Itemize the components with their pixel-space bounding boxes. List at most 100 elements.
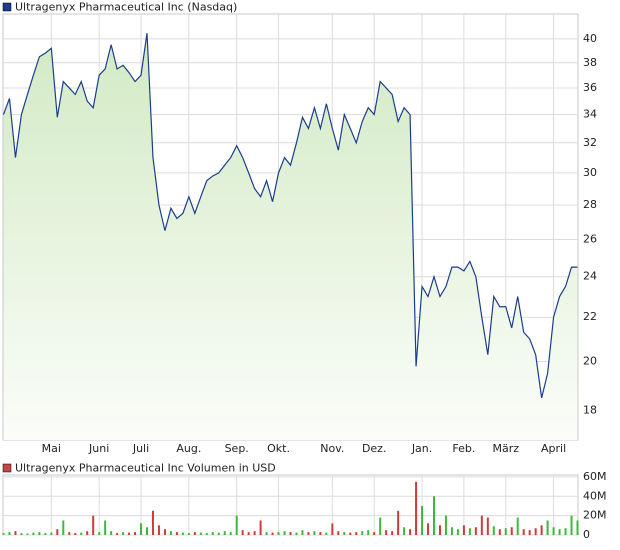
volume-bar [277,532,280,535]
chart-title: Ultragenyx Pharmaceutical Inc Volumen in… [15,462,276,475]
volume-bar [110,531,113,535]
volume-bar [540,525,543,535]
volume-bar [98,532,101,535]
volume-bar [385,530,388,535]
volume-bar [486,517,489,535]
volume-bar [510,527,513,535]
volume-bar [74,533,77,535]
volume-bar [319,532,322,535]
volume-bar [474,527,477,535]
volume-bar [498,529,501,535]
volume-bar [223,531,226,535]
y-tick-label: 38 [583,56,597,69]
volume-bar [433,496,435,535]
x-tick-label: Juni [88,442,109,455]
volume-bar [534,528,537,535]
volume-bar [313,531,316,535]
volume-bar [552,527,555,535]
volume-bar [361,531,364,535]
y-tick-label: 28 [583,198,597,211]
volume-bar [427,523,430,535]
y-tick-label: 40M [583,489,607,502]
x-tick-label: Dez. [362,442,387,455]
y-tick-label: 60M [583,470,607,483]
y-tick-label: 34 [583,108,597,121]
volume-bar [205,533,208,535]
volume-bar [397,510,400,535]
volume-bar [438,525,441,535]
x-tick-label: Mai [42,442,61,455]
volume-bar [68,532,71,535]
volume-bar [331,523,334,535]
volume-bar [181,532,184,535]
volume-bar [301,530,304,535]
volume-bar [122,532,125,535]
area-fill [3,33,578,440]
volume-bar [32,532,35,535]
volume-bar [343,532,346,535]
volume-bar [62,520,65,535]
price-line [2,33,578,399]
volume-bar [38,532,41,535]
plot-area [2,474,579,536]
x-tick-label: April [541,442,566,455]
volume-bar [349,532,352,535]
volume-bar [456,529,459,535]
volume-bar [163,529,166,535]
volume-bar [480,515,483,535]
volume-bar [415,481,418,535]
volume-bar [128,532,131,535]
volume-bar [217,532,220,535]
x-tick-label: Feb. [452,442,475,455]
volume-bar [558,529,561,535]
volume-bar [421,505,424,535]
x-tick-label: Sep. [225,442,249,455]
y-tick-label: 36 [583,81,597,94]
volume-bar [169,531,172,535]
volume-bar [337,531,340,535]
volume-bar [373,532,376,535]
volume-bar [516,517,519,535]
volume-bar [504,528,507,535]
x-tick-label: Nov. [320,442,344,455]
y-tick-label: 24 [583,270,597,283]
legend-swatch [2,2,12,12]
chart-title: Ultragenyx Pharmaceutical Inc (Nasdaq) [15,1,237,14]
volume-bar [492,526,495,535]
volume-bar [229,532,232,535]
volume-bar [92,515,95,535]
x-tick-label: Aug. [176,442,201,455]
volume-bar [325,532,328,535]
volume-bar [157,525,160,535]
volume-bar [20,533,23,535]
volume-bar [235,515,238,535]
y-tick-label: 32 [583,136,597,149]
volume-bar [44,533,47,535]
legend-swatch [2,463,12,473]
y-tick-label: 40 [583,32,597,45]
y-tick-label: 26 [583,232,597,245]
volume-bar [247,532,250,535]
volume-bar [570,515,573,535]
volume-bar [259,520,262,535]
volume-bar [241,530,244,535]
volume-bar [253,531,256,535]
volume-bar [175,532,178,535]
y-tick-label: 30 [583,166,597,179]
volume-bar [151,510,154,535]
volume-bar [193,532,196,535]
volume-bar [8,532,11,535]
volume-bar [403,527,406,535]
volume-bar [564,528,567,535]
y-tick-label: 20M [583,509,607,522]
volume-bar [295,532,298,535]
volume-bar [450,527,453,535]
volume-bar [289,532,292,535]
volume-bar [14,531,17,535]
volume-bar [80,532,83,535]
volume-bar [104,520,107,535]
x-tick-label: Juli [132,442,149,455]
x-tick-label: März [492,442,519,455]
volume-bar [50,532,53,535]
